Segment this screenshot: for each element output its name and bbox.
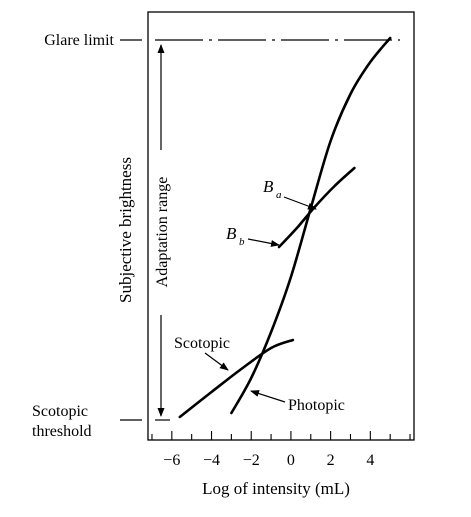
bb-annotation-arrow [247,238,280,247]
scotopic-curve [178,338,295,419]
scotopic-threshold-label-line1: Scotopic [32,403,88,420]
x-tick-label: 2 [327,452,335,469]
photopic-annotation: Photopic [288,397,345,414]
plot-frame [147,11,415,441]
x-tick-label: 4 [366,452,374,469]
bb-annotation: B b [226,224,245,248]
x-tick-label: −2 [243,452,260,469]
ba-annotation-arrow [283,196,317,210]
bb-curve [277,166,356,249]
x-tick-label: −6 [163,452,180,469]
bb-annotation-letter: B [226,224,237,243]
x-axis-label: Log of intensity (mL) [202,479,350,498]
glare-limit-label: Glare limit [44,32,114,49]
scotopic-annotation-arrow [204,352,229,371]
x-axis-ticks: −6 −4 −2 0 2 4 [151,431,411,469]
bb-annotation-subscript: b [239,236,245,248]
adaptation-range-label: Adaptation range [154,177,171,288]
x-tick-label: −4 [203,452,220,469]
photopic-annotation-arrow [250,390,286,403]
x-tick-label: 0 [287,452,295,469]
ba-annotation-subscript: a [276,189,282,201]
scotopic-annotation: Scotopic [174,335,230,352]
photopic-curve [230,36,392,415]
y-axis-label: Subjective brightness [116,157,135,303]
scotopic-threshold-label-line2: threshold [32,423,92,440]
ba-annotation-letter: B [263,177,274,196]
ba-annotation: B a [263,177,282,201]
